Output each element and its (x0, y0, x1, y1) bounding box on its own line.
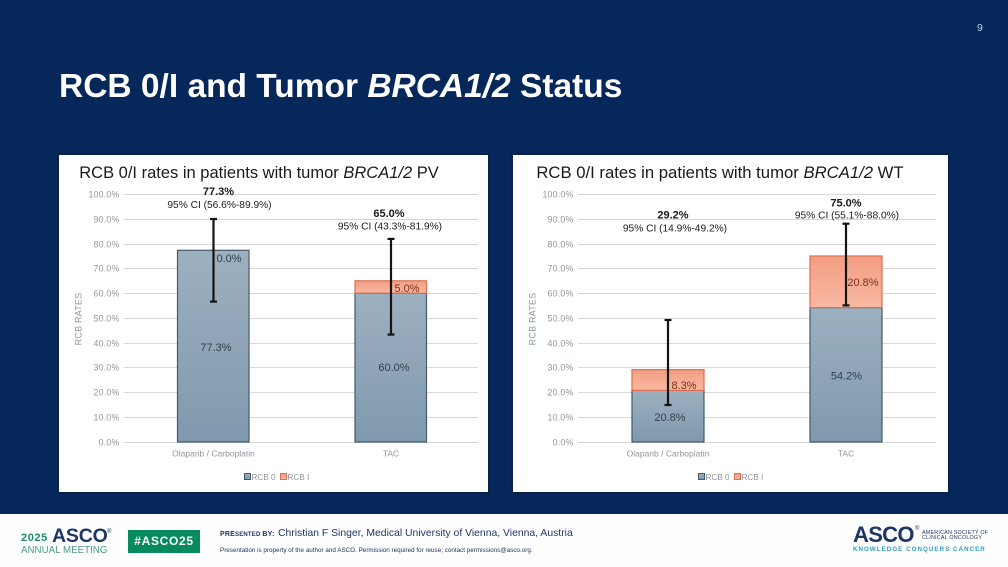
svg-text:75.0%: 75.0% (830, 198, 861, 210)
svg-text:40.0%: 40.0% (548, 339, 574, 349)
svg-text:95% CI (56.6%-89.9%): 95% CI (56.6%-89.9%) (167, 200, 271, 211)
svg-text:RCB RATES: RCB RATES (74, 293, 84, 346)
svg-text:60.0%: 60.0% (548, 289, 574, 299)
svg-text:0.0%: 0.0% (553, 438, 574, 448)
svg-text:40.0%: 40.0% (94, 339, 120, 349)
svg-text:Olaparib / Carboplatin: Olaparib / Carboplatin (627, 449, 710, 459)
svg-text:70.0%: 70.0% (548, 264, 574, 274)
svg-text:77.3%: 77.3% (200, 342, 231, 354)
svg-text:8.3%: 8.3% (671, 380, 696, 392)
svg-text:RCB 0: RCB 0 (252, 473, 277, 482)
svg-text:TAC: TAC (383, 449, 399, 459)
svg-text:80.0%: 80.0% (94, 240, 120, 250)
svg-text:54.2%: 54.2% (831, 371, 862, 383)
svg-text:60.0%: 60.0% (94, 289, 120, 299)
svg-text:50.0%: 50.0% (548, 314, 574, 324)
svg-text:80.0%: 80.0% (548, 240, 574, 250)
svg-text:0.0%: 0.0% (99, 438, 120, 448)
svg-text:10.0%: 10.0% (548, 413, 574, 423)
svg-text:65.0%: 65.0% (373, 208, 404, 220)
svg-text:20.8%: 20.8% (654, 412, 685, 424)
svg-text:30.0%: 30.0% (94, 363, 120, 373)
svg-text:20.0%: 20.0% (548, 388, 574, 398)
svg-text:RCB 0: RCB 0 (706, 473, 731, 482)
svg-text:30.0%: 30.0% (548, 363, 574, 373)
svg-text:29.2%: 29.2% (657, 210, 688, 222)
svg-text:70.0%: 70.0% (94, 264, 120, 274)
svg-text:RCB I: RCB I (742, 473, 764, 482)
svg-text:RCB 0/I rates in patients with: RCB 0/I rates in patients with tumor BRC… (79, 164, 439, 182)
svg-text:RCB 0/I rates in patients with: RCB 0/I rates in patients with tumor BRC… (536, 163, 903, 182)
svg-text:95% CI (14.9%-49.2%): 95% CI (14.9%-49.2%) (623, 224, 727, 235)
svg-text:95% CI (43.3%-81.9%): 95% CI (43.3%-81.9%) (338, 222, 442, 233)
svg-text:5.0%: 5.0% (394, 283, 419, 295)
svg-text:90.0%: 90.0% (548, 215, 574, 225)
svg-text:TAC: TAC (838, 449, 854, 459)
svg-text:50.0%: 50.0% (94, 314, 120, 324)
svg-text:0.0%: 0.0% (216, 253, 241, 265)
svg-text:RCB RATES: RCB RATES (528, 293, 538, 346)
svg-text:20.0%: 20.0% (94, 388, 120, 398)
svg-text:RCB I: RCB I (288, 473, 310, 482)
svg-text:60.0%: 60.0% (378, 362, 409, 374)
svg-text:20.8%: 20.8% (847, 277, 878, 289)
svg-text:77.3%: 77.3% (203, 186, 234, 198)
svg-text:Olaparib / Carboplatin: Olaparib / Carboplatin (172, 449, 255, 459)
svg-text:10.0%: 10.0% (94, 413, 120, 423)
svg-text:90.0%: 90.0% (94, 215, 120, 225)
svg-text:100.0%: 100.0% (88, 190, 119, 200)
svg-text:95% CI (55.1%-88.0%): 95% CI (55.1%-88.0%) (795, 211, 899, 222)
svg-text:100.0%: 100.0% (542, 190, 573, 200)
